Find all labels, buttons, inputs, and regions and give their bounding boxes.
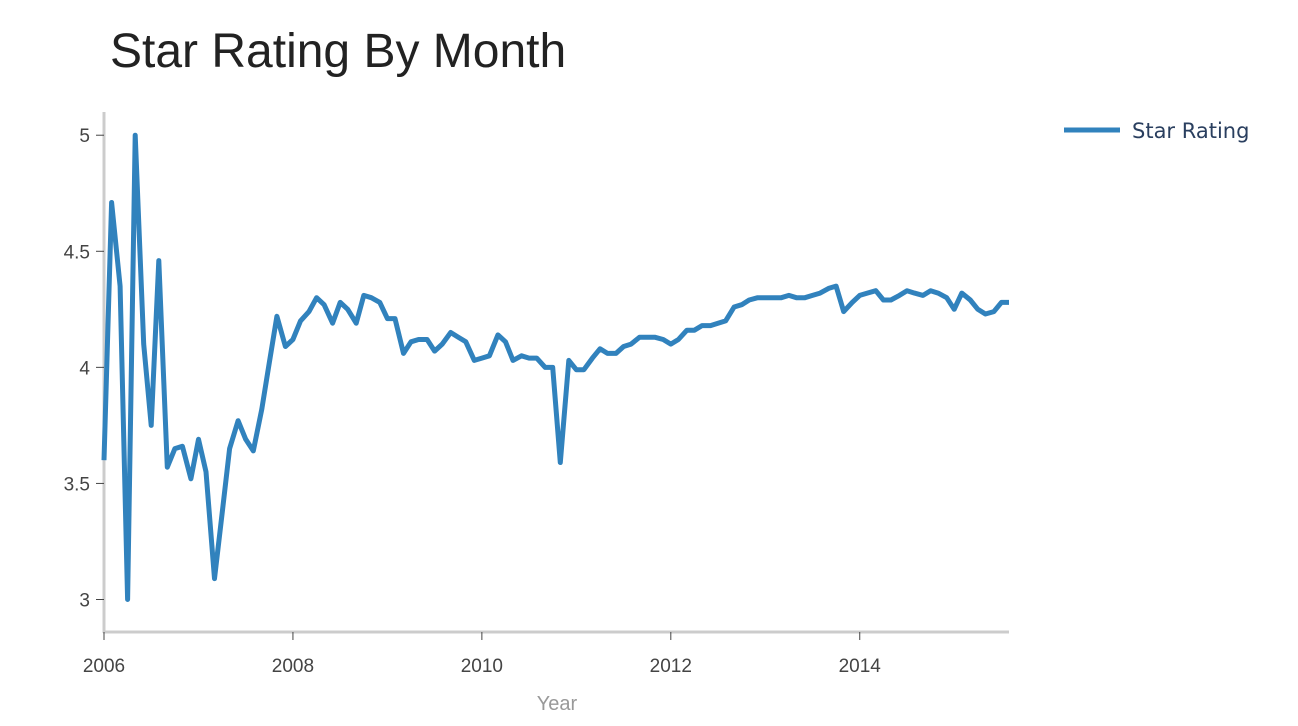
- x-tick-label: 2012: [650, 656, 692, 677]
- x-tick-label: 2008: [272, 656, 314, 677]
- axes: [102, 112, 1009, 634]
- legend-label-star-rating: Star Rating: [1132, 119, 1249, 143]
- x-axis-title: Year: [537, 693, 578, 715]
- y-tick-label: 4.5: [64, 242, 90, 263]
- y-tick-label: 4: [79, 358, 90, 379]
- y-tick-label: 3: [79, 591, 90, 612]
- series-layer: [101, 132, 1009, 602]
- x-tick-label: 2010: [461, 656, 503, 677]
- legend[interactable]: Star Rating: [1064, 119, 1249, 143]
- y-tick-label: 3.5: [64, 474, 90, 495]
- x-tick-label: 2006: [83, 656, 125, 677]
- series-line-star-rating[interactable]: [101, 132, 1009, 602]
- x-tick-label: 2014: [839, 656, 882, 677]
- x-ticks: 2006 2008 2010 2012 2014: [83, 632, 881, 677]
- chart-title: Star Rating By Month: [110, 25, 567, 78]
- y-tick-label: 5: [79, 126, 90, 147]
- y-ticks: 3 3.5 4 4.5 5: [64, 126, 104, 612]
